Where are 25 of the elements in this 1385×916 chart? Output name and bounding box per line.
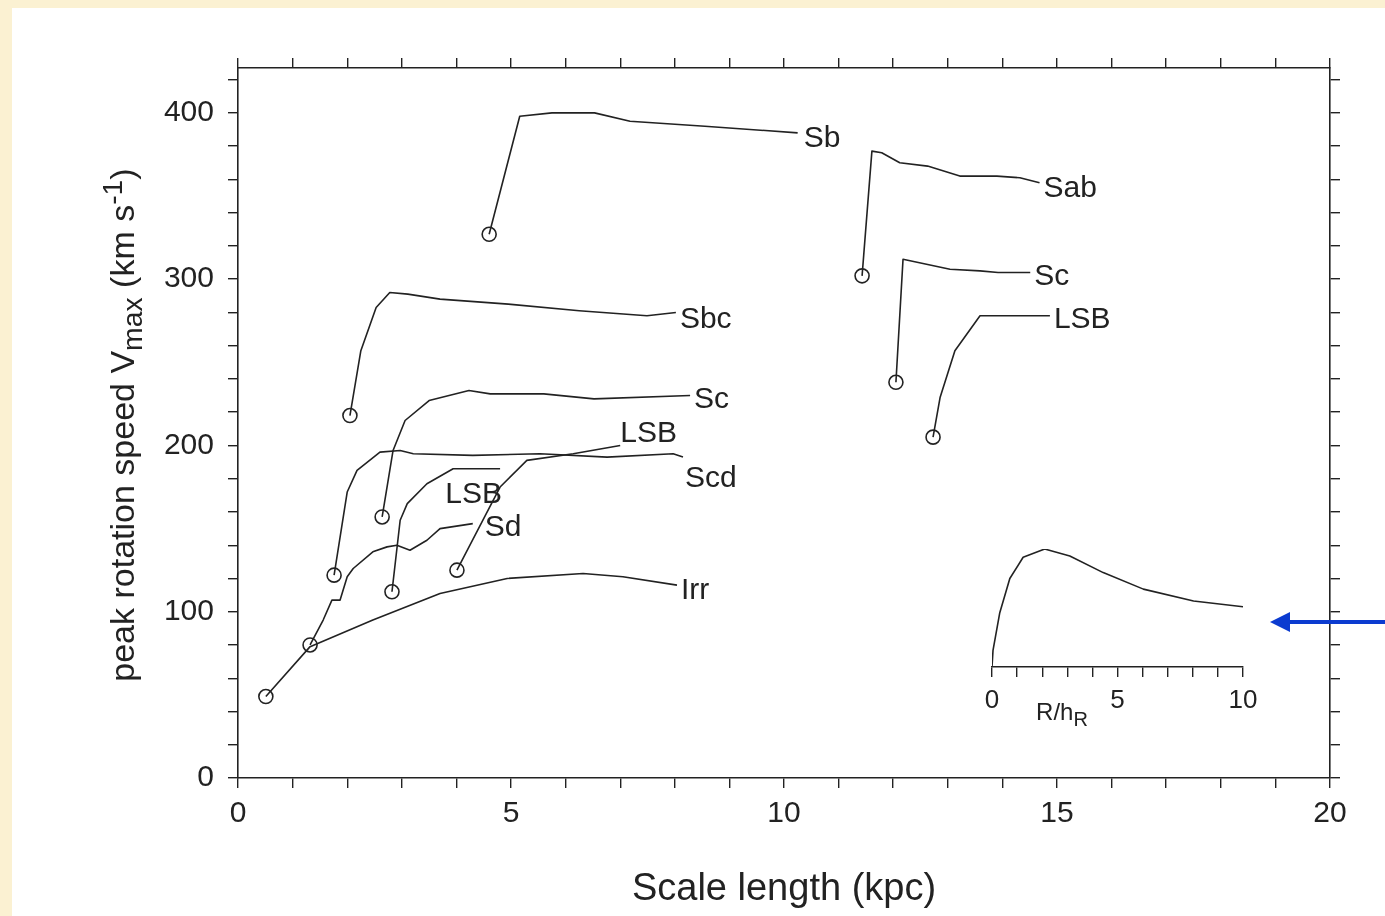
x-tick-label: 10 <box>767 795 801 829</box>
x-tick-label: 10 <box>1228 683 1258 714</box>
series-label: Sbc <box>679 300 732 334</box>
x-axis-title: R/h$_{R}$ <box>1036 698 1088 730</box>
series-label: LSB <box>620 414 677 448</box>
y-tick-label: 0 <box>197 759 214 793</box>
x-tick-label: 20 <box>1313 795 1347 829</box>
series-label: Sd <box>484 508 522 542</box>
y-tick-label: 400 <box>163 94 214 128</box>
x-tick-label: 0 <box>229 795 247 829</box>
y-tick-label: 300 <box>163 260 214 294</box>
x-tick-label: 0 <box>984 683 1000 714</box>
series-label: Sc <box>1034 257 1070 291</box>
x-tick-label: 5 <box>1110 683 1125 714</box>
series-label: Sab <box>1043 170 1097 203</box>
x-tick-label: 15 <box>1040 795 1074 829</box>
series-label: Irr <box>680 572 710 606</box>
y-tick-label: 200 <box>163 426 214 460</box>
series-label: Scd <box>684 460 737 494</box>
x-tick-label: 5 <box>502 795 520 829</box>
x-axis-title: Scale length (kpc) <box>631 865 937 908</box>
y-tick-label: 100 <box>163 592 214 626</box>
series-label: Sc <box>694 380 730 414</box>
series-label: LSB <box>1053 301 1111 335</box>
series-label: Sb <box>803 120 841 154</box>
